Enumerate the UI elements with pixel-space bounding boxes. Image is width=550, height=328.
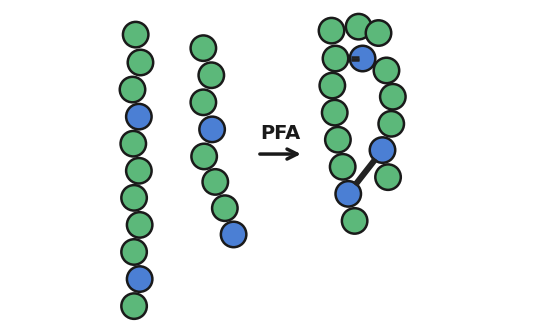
Circle shape [212,195,238,221]
Circle shape [320,73,345,98]
Circle shape [120,131,146,156]
Circle shape [375,164,401,190]
Circle shape [346,14,371,39]
Circle shape [380,84,405,110]
Circle shape [126,104,152,129]
Circle shape [122,185,147,211]
Circle shape [221,222,246,247]
Circle shape [199,117,225,142]
Circle shape [322,100,348,125]
Circle shape [122,293,147,319]
Circle shape [330,154,355,179]
Circle shape [128,50,153,75]
Circle shape [122,239,147,265]
Circle shape [366,20,391,46]
Circle shape [370,137,395,163]
Circle shape [378,111,404,136]
Circle shape [199,63,224,88]
Circle shape [342,208,367,234]
Circle shape [191,144,217,169]
Circle shape [202,169,228,195]
Circle shape [191,90,216,115]
Circle shape [325,127,351,153]
Circle shape [127,266,152,292]
Circle shape [123,22,148,47]
Circle shape [373,58,399,83]
Circle shape [350,46,375,71]
Circle shape [126,158,152,183]
Text: PFA: PFA [261,124,301,143]
Circle shape [336,181,361,207]
Circle shape [323,46,348,71]
Circle shape [127,212,152,238]
Circle shape [191,35,216,61]
Circle shape [319,18,344,43]
Circle shape [120,77,145,102]
